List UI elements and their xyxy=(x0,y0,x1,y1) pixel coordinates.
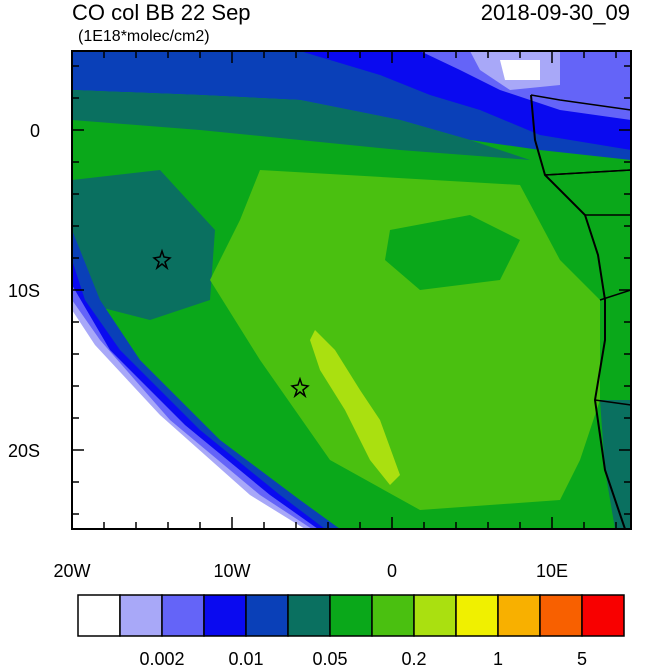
colorbar-box xyxy=(203,594,247,637)
colorbar-label: 0.002 xyxy=(139,649,184,667)
colorbar-box xyxy=(455,594,499,637)
title: CO col BB 22 Sep xyxy=(72,0,251,25)
ticks: 20W 10W 0 10E 0 10S 20S xyxy=(8,51,631,581)
colorbar-box xyxy=(329,594,373,637)
y-tick-label: 0 xyxy=(30,121,40,141)
colorbar-box xyxy=(539,594,583,637)
colorbar-box xyxy=(161,594,205,637)
map-field xyxy=(72,51,631,529)
colorbar: 0.002 0.01 0.05 0.2 1 5 xyxy=(77,594,625,667)
colorbar-box xyxy=(371,594,415,637)
colorbar-label: 1 xyxy=(493,649,503,667)
colorbar-box xyxy=(497,594,541,637)
timestamp: 2018-09-30_09 xyxy=(481,0,630,25)
colorbar-box xyxy=(77,594,121,637)
x-tick-label: 10W xyxy=(213,561,250,581)
units: (1E18*molec/cm2) xyxy=(78,28,210,45)
y-tick-label: 10S xyxy=(8,281,40,301)
colorbar-box xyxy=(581,594,625,637)
x-tick-label: 20W xyxy=(53,561,90,581)
colorbar-label: 0.2 xyxy=(401,649,426,667)
colorbar-box xyxy=(413,594,457,637)
colorbar-label: 0.05 xyxy=(312,649,347,667)
colorbar-box xyxy=(119,594,163,637)
colorbar-label: 0.01 xyxy=(228,649,263,667)
colorbar-label: 5 xyxy=(577,649,587,667)
x-tick-label: 0 xyxy=(387,561,397,581)
colorbar-box xyxy=(287,594,331,637)
x-tick-label: 10E xyxy=(536,561,568,581)
y-tick-label: 20S xyxy=(8,441,40,461)
colorbar-box xyxy=(245,594,289,637)
